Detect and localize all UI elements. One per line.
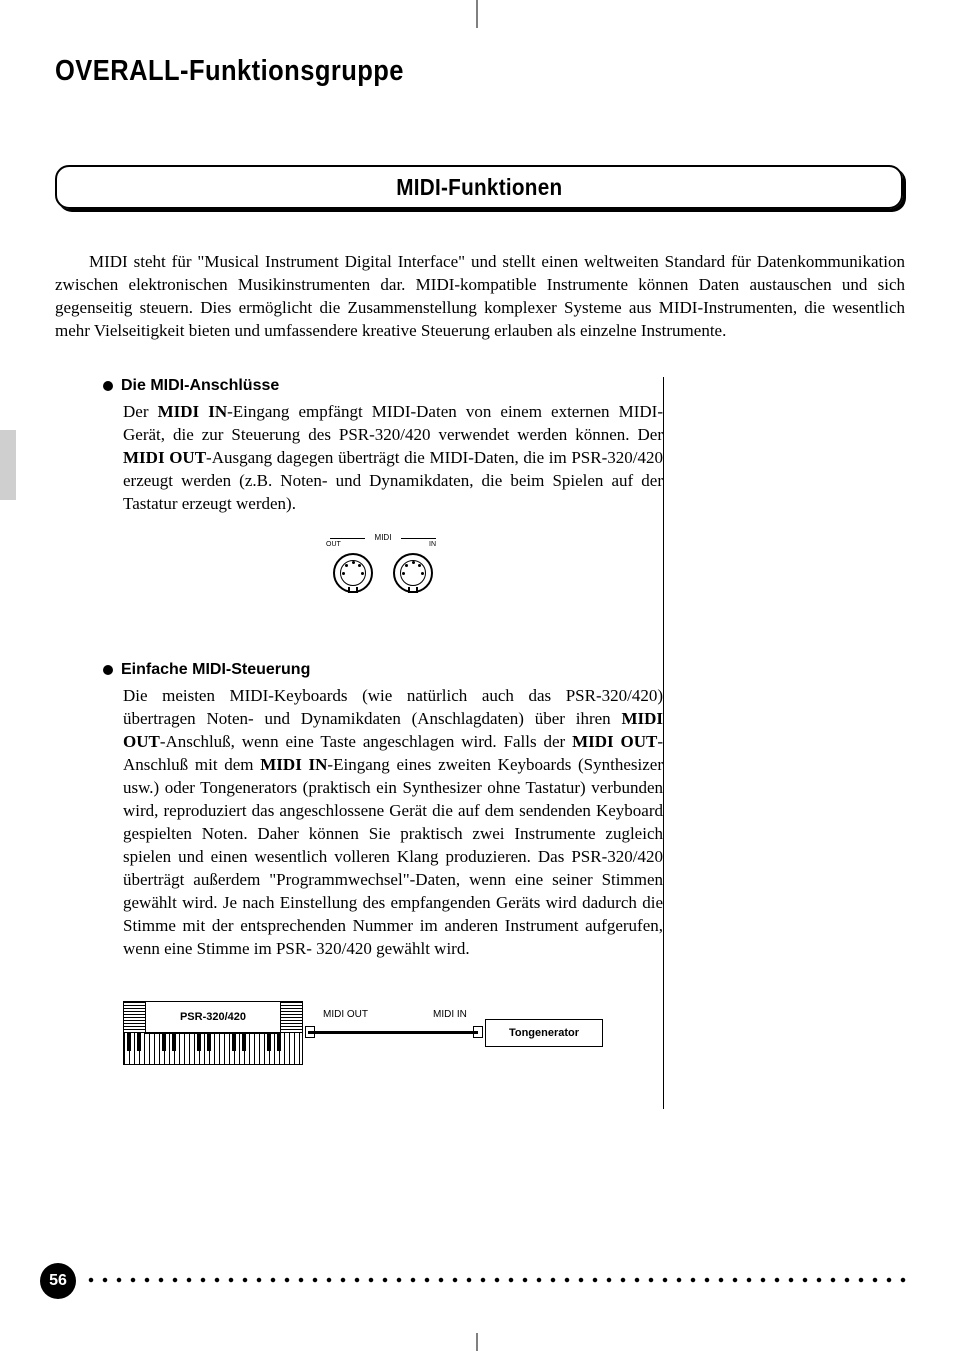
cable-line [308, 1031, 478, 1034]
speaker-grille-icon [280, 1002, 302, 1034]
subsection-1-heading: Die MIDI-Anschlüsse [103, 377, 663, 395]
left-column: Die MIDI-Anschlüsse Der MIDI IN-Eingang … [103, 377, 663, 1069]
out-label: OUT [326, 541, 341, 548]
speaker-grille-icon [124, 1002, 146, 1034]
keyboard-icon: PSR-320/420 [123, 1001, 303, 1065]
plug-icon [473, 1026, 483, 1038]
text: -Anschluß, wenn eine Taste angeschlagen … [160, 732, 572, 751]
content-column: Die MIDI-Anschlüsse Der MIDI IN-Eingang … [55, 377, 915, 1069]
keyboard-model-label: PSR-320/420 [146, 1002, 280, 1034]
midi-ports-figure: MIDI OUT IN [318, 535, 448, 605]
text: -Eingang eines zweiten Keyboards (Synthe… [123, 755, 663, 958]
subsection-2-body: Die meisten MIDI-Keyboards (wie natürlic… [123, 685, 663, 960]
subtitle-text: MIDI-Funktionen [396, 174, 562, 201]
in-label: IN [429, 541, 436, 548]
tone-generator-box: Tongenerator [485, 1019, 603, 1047]
vertical-rule [663, 377, 664, 1109]
bold-text: MIDI IN [260, 755, 327, 774]
footer-dots [84, 1277, 914, 1283]
bullet-icon [103, 665, 113, 675]
page-number: 56 [49, 1272, 67, 1290]
crop-mark-bottom [477, 1333, 478, 1351]
crop-mark-top [477, 0, 478, 28]
text: Der [123, 402, 158, 421]
piano-keys-icon [124, 1032, 302, 1064]
bold-text: MIDI IN [158, 402, 228, 421]
midi-out-label: MIDI OUT [323, 1009, 368, 1020]
din-connector-icon [333, 553, 373, 593]
subsection-1-body: Der MIDI IN-Eingang empfängt MIDI-Daten … [123, 401, 663, 516]
subsection-2-heading: Einfache MIDI-Steuerung [103, 661, 663, 679]
text: Die meisten MIDI-Keyboards (wie natürlic… [123, 686, 663, 728]
intro-paragraph: MIDI steht für "Musical Instrument Digit… [55, 251, 905, 343]
subsection-2-title: Einfache MIDI-Steuerung [121, 661, 310, 679]
midi-in-label: MIDI IN [433, 1009, 467, 1020]
bullet-icon [103, 381, 113, 391]
page-number-badge: 56 [40, 1263, 76, 1299]
subsection-1-title: Die MIDI-Anschlüsse [121, 377, 279, 395]
connection-diagram: PSR-320/420 MIDI OUT MIDI IN Tongenerato… [123, 997, 603, 1069]
heading-row: OVERALL-Funktionsgruppe [55, 55, 915, 95]
side-tab [0, 430, 16, 500]
section-heading: OVERALL-Funktionsgruppe [55, 55, 416, 88]
bold-text: MIDI OUT [123, 448, 206, 467]
subtitle-box: MIDI-Funktionen [55, 165, 903, 209]
page-body: OVERALL-Funktionsgruppe MIDI-Funktionen … [55, 55, 915, 1069]
bold-text: MIDI OUT [572, 732, 657, 751]
din-connector-icon [393, 553, 433, 593]
